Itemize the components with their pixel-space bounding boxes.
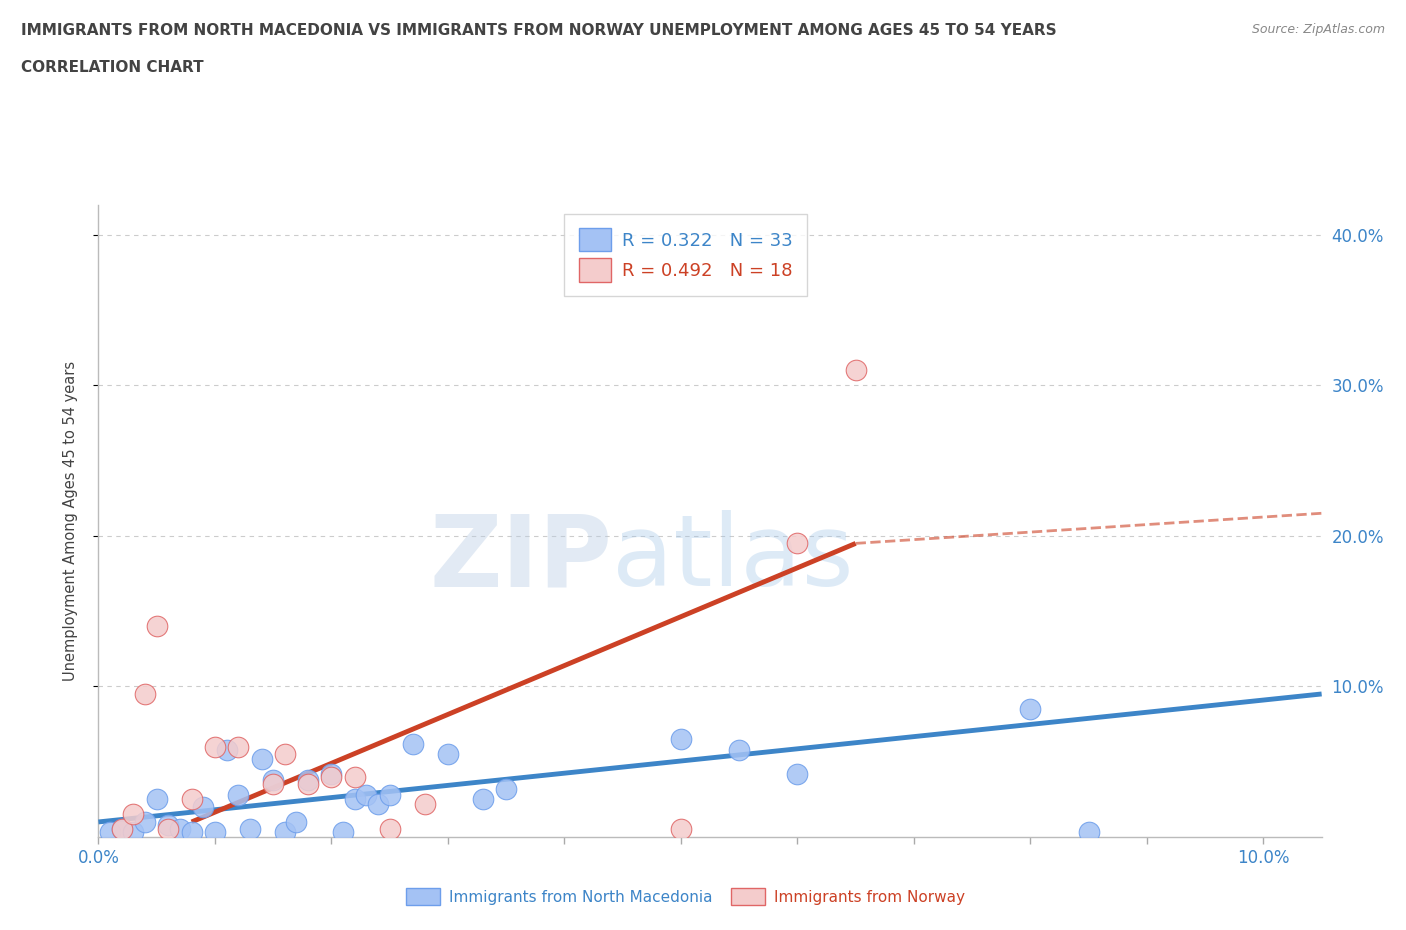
Point xyxy=(297,772,319,787)
Point xyxy=(180,825,202,840)
Point xyxy=(204,739,226,754)
Point xyxy=(262,772,284,787)
Point xyxy=(402,737,425,751)
Point xyxy=(1019,701,1042,716)
Point xyxy=(786,536,808,551)
Text: ZIP: ZIP xyxy=(429,511,612,607)
Point xyxy=(321,769,343,784)
Point xyxy=(378,822,401,837)
Point xyxy=(378,788,401,803)
Legend: Immigrants from North Macedonia, Immigrants from Norway: Immigrants from North Macedonia, Immigra… xyxy=(401,882,972,911)
Point xyxy=(215,742,238,757)
Point xyxy=(1077,825,1099,840)
Point xyxy=(297,777,319,791)
Point xyxy=(262,777,284,791)
Point xyxy=(145,618,167,633)
Point xyxy=(226,739,249,754)
Point xyxy=(134,686,156,701)
Point xyxy=(226,788,249,803)
Point xyxy=(122,825,145,840)
Point xyxy=(728,742,751,757)
Point xyxy=(332,825,354,840)
Y-axis label: Unemployment Among Ages 45 to 54 years: Unemployment Among Ages 45 to 54 years xyxy=(63,361,77,681)
Point xyxy=(786,766,808,781)
Point xyxy=(274,747,297,762)
Point xyxy=(98,825,121,840)
Text: IMMIGRANTS FROM NORTH MACEDONIA VS IMMIGRANTS FROM NORWAY UNEMPLOYMENT AMONG AGE: IMMIGRANTS FROM NORTH MACEDONIA VS IMMIG… xyxy=(21,23,1057,38)
Point xyxy=(204,825,226,840)
Point xyxy=(367,796,389,811)
Point xyxy=(134,815,156,830)
Point xyxy=(111,822,134,837)
Point xyxy=(437,747,460,762)
Point xyxy=(845,363,868,378)
Point xyxy=(343,792,366,807)
Point xyxy=(669,822,692,837)
Point xyxy=(356,788,378,803)
Point xyxy=(495,781,517,796)
Point xyxy=(471,792,494,807)
Point xyxy=(122,807,145,822)
Point xyxy=(193,800,215,815)
Point xyxy=(413,796,436,811)
Point xyxy=(111,822,134,837)
Point xyxy=(180,792,202,807)
Point xyxy=(145,792,167,807)
Text: atlas: atlas xyxy=(612,511,853,607)
Point xyxy=(157,822,180,837)
Point xyxy=(343,769,366,784)
Point xyxy=(239,822,262,837)
Point xyxy=(321,766,343,781)
Point xyxy=(669,732,692,747)
Text: Source: ZipAtlas.com: Source: ZipAtlas.com xyxy=(1251,23,1385,36)
Text: CORRELATION CHART: CORRELATION CHART xyxy=(21,60,204,75)
Point xyxy=(169,822,191,837)
Point xyxy=(157,817,180,832)
Point xyxy=(285,815,308,830)
Point xyxy=(250,751,273,766)
Point xyxy=(274,825,297,840)
